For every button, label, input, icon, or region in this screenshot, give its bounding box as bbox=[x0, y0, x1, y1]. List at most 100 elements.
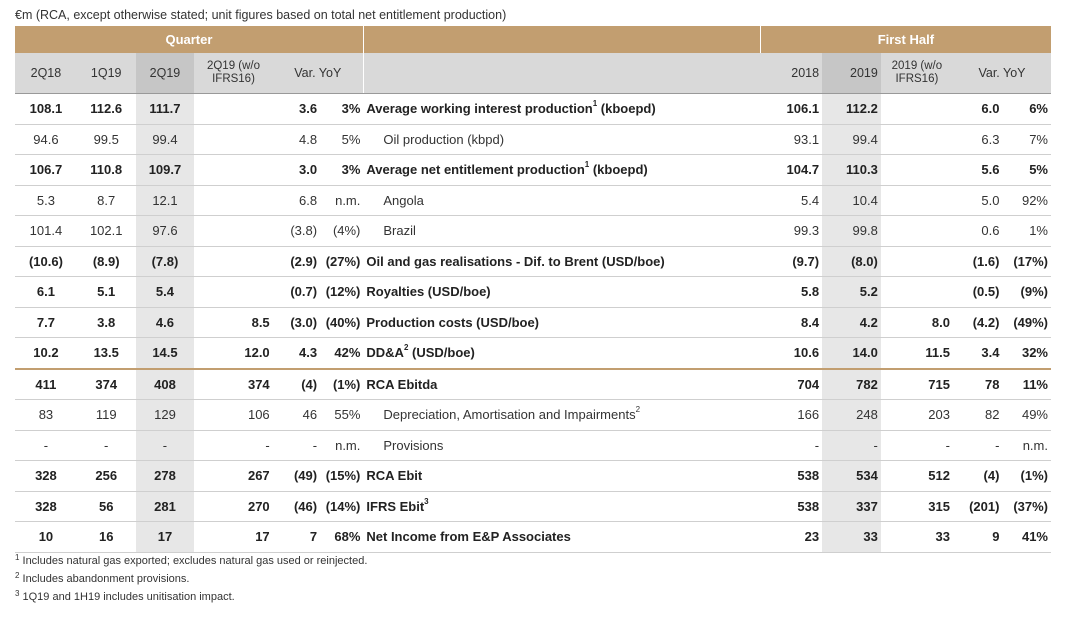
q-2q19-cell: 4.6 bbox=[135, 307, 195, 338]
h-var-pct-cell: 7% bbox=[1002, 124, 1051, 155]
row-label: Angola bbox=[363, 185, 761, 216]
row-label: DD&A2 (USD/boe) bbox=[363, 337, 761, 370]
q-2q18-cell: 328 bbox=[15, 460, 77, 492]
q-var-pct-cell: (15%) bbox=[320, 460, 364, 492]
table-row: 10 16 17 17 7 68% Net Income from E&P Associat… bbox=[15, 521, 1051, 553]
h-2018-cell: 8.4 bbox=[760, 307, 823, 338]
footnote-3: 3 1Q19 and 1H19 includes unitisation imp… bbox=[15, 589, 235, 603]
h-2019-cell: - bbox=[822, 430, 881, 461]
table-row: 94.6 99.5 99.4 4.8 5% Oil production (kbpd) 93… bbox=[15, 124, 1051, 155]
h-ifrs16-cell: 8.0 bbox=[880, 307, 953, 338]
q-2q18-cell: 108.1 bbox=[15, 93, 77, 125]
h-var-pct-cell: 5% bbox=[1002, 154, 1051, 186]
h-2019-cell: (8.0) bbox=[822, 246, 881, 277]
q-var-pct-cell: (40%) bbox=[320, 307, 364, 338]
h-var-pct-cell: (9%) bbox=[1002, 276, 1051, 308]
col-half-var-yoy: Var. YoY bbox=[952, 53, 1051, 94]
row-label: Average net entitlement production1 (kbo… bbox=[363, 154, 761, 186]
q-ifrs16-cell: 17 bbox=[194, 521, 273, 553]
header-row-columns: 2Q18 1Q19 2Q19 2Q19 (w/o IFRS16) Var. YoY… bbox=[15, 53, 1051, 94]
h-var-pct-cell: (17%) bbox=[1002, 246, 1051, 277]
q-var-abs-cell: 3.6 bbox=[272, 93, 321, 125]
h-var-abs-cell: 6.3 bbox=[952, 124, 1003, 155]
h-var-pct-cell: n.m. bbox=[1002, 430, 1051, 461]
h-var-abs-cell: (1.6) bbox=[952, 246, 1003, 277]
row-label: RCA Ebit bbox=[363, 460, 761, 492]
q-ifrs16-cell: 267 bbox=[194, 460, 273, 492]
q-1q19-cell: 119 bbox=[76, 399, 136, 431]
q-var-pct-cell: (14%) bbox=[320, 491, 364, 522]
q-var-abs-cell: (49) bbox=[272, 460, 321, 492]
table-row: 108.1 112.6 111.7 3.6 3% Average working inte… bbox=[15, 93, 1051, 125]
h-2018-cell: 166 bbox=[760, 399, 823, 431]
q-var-pct-cell: 5% bbox=[320, 124, 364, 155]
h-var-pct-cell: 49% bbox=[1002, 399, 1051, 431]
q-2q19-cell: 97.6 bbox=[135, 215, 195, 247]
q-1q19-cell: 110.8 bbox=[76, 154, 136, 186]
q-ifrs16-cell bbox=[194, 185, 273, 216]
h-2019-cell: 4.2 bbox=[822, 307, 881, 338]
row-label: Depreciation, Amortisation and Impairmen… bbox=[363, 399, 761, 431]
q-var-pct-cell: (4%) bbox=[320, 215, 364, 247]
footnote-1: 1 Includes natural gas exported; exclude… bbox=[15, 553, 368, 567]
q-2q19-cell: 129 bbox=[135, 399, 195, 431]
h-ifrs16-cell: 33 bbox=[880, 521, 953, 553]
financial-table: Quarter First Half 2Q18 1Q19 2Q19 2Q19 (… bbox=[15, 26, 1051, 553]
q-2q19-cell: 5.4 bbox=[135, 276, 195, 308]
q-var-pct-cell: 42% bbox=[320, 337, 364, 370]
q-ifrs16-cell bbox=[194, 276, 273, 308]
q-2q19-cell: 111.7 bbox=[135, 93, 195, 125]
h-2018-cell: 93.1 bbox=[760, 124, 823, 155]
q-ifrs16-cell: 8.5 bbox=[194, 307, 273, 338]
q-1q19-cell: 3.8 bbox=[76, 307, 136, 338]
h-ifrs16-cell: 203 bbox=[880, 399, 953, 431]
q-var-abs-cell: 7 bbox=[272, 521, 321, 553]
q-2q18-cell: - bbox=[15, 430, 77, 461]
q-2q18-cell: 5.3 bbox=[15, 185, 77, 216]
q-2q18-cell: (10.6) bbox=[15, 246, 77, 277]
q-1q19-cell: 256 bbox=[76, 460, 136, 492]
q-ifrs16-cell bbox=[194, 124, 273, 155]
q-1q19-cell: - bbox=[76, 430, 136, 461]
table-row: 328 256 278 267 (49) (15%) RCA Ebit 538 534 512 (4… bbox=[15, 460, 1051, 492]
h-2019-cell: 782 bbox=[822, 368, 881, 400]
quarter-header: Quarter bbox=[15, 26, 364, 53]
h-ifrs16-cell: 512 bbox=[880, 460, 953, 492]
q-var-pct-cell: 55% bbox=[320, 399, 364, 431]
h-2019-cell: 534 bbox=[822, 460, 881, 492]
header-row-groups: Quarter First Half bbox=[15, 26, 1051, 53]
q-var-abs-cell: (3.8) bbox=[272, 215, 321, 247]
q-var-pct-cell: 3% bbox=[320, 93, 364, 125]
h-var-pct-cell: (1%) bbox=[1002, 460, 1051, 492]
table-row: 328 56 281 270 (46) (14%) IFRS Ebit3 538 337 315(… bbox=[15, 491, 1051, 522]
q-ifrs16-cell bbox=[194, 246, 273, 277]
h-ifrs16-cell bbox=[880, 185, 953, 216]
q-2q18-cell: 411 bbox=[15, 368, 77, 400]
h-2019-cell: 248 bbox=[822, 399, 881, 431]
h-2018-cell: 538 bbox=[760, 491, 823, 522]
h-2019-cell: 10.4 bbox=[822, 185, 881, 216]
table-row: 411 374 408 374 (4) (1%) RCA Ebitda 704 782 715 78… bbox=[15, 368, 1051, 400]
h-var-abs-cell: 6.0 bbox=[952, 93, 1003, 125]
h-ifrs16-cell bbox=[880, 93, 953, 125]
q-ifrs16-cell: 106 bbox=[194, 399, 273, 431]
h-2018-cell: 538 bbox=[760, 460, 823, 492]
h-2018-cell: (9.7) bbox=[760, 246, 823, 277]
q-2q18-cell: 7.7 bbox=[15, 307, 77, 338]
col-2q19-wo-ifrs16: 2Q19 (w/o IFRS16) bbox=[194, 53, 273, 94]
q-2q18-cell: 94.6 bbox=[15, 124, 77, 155]
q-1q19-cell: 16 bbox=[76, 521, 136, 553]
q-2q19-cell: 17 bbox=[135, 521, 195, 553]
q-2q19-cell: (7.8) bbox=[135, 246, 195, 277]
q-var-abs-cell: 46 bbox=[272, 399, 321, 431]
col-2019: 2019 bbox=[822, 53, 881, 94]
h-var-abs-cell: 78 bbox=[952, 368, 1003, 400]
h-var-abs-cell: 5.0 bbox=[952, 185, 1003, 216]
h-var-pct-cell: 6% bbox=[1002, 93, 1051, 125]
col-2018: 2018 bbox=[760, 53, 823, 94]
q-ifrs16-cell: - bbox=[194, 430, 273, 461]
q-ifrs16-cell bbox=[194, 93, 273, 125]
h-var-abs-cell: (201) bbox=[952, 491, 1003, 522]
q-2q18-cell: 101.4 bbox=[15, 215, 77, 247]
h-2018-cell: - bbox=[760, 430, 823, 461]
